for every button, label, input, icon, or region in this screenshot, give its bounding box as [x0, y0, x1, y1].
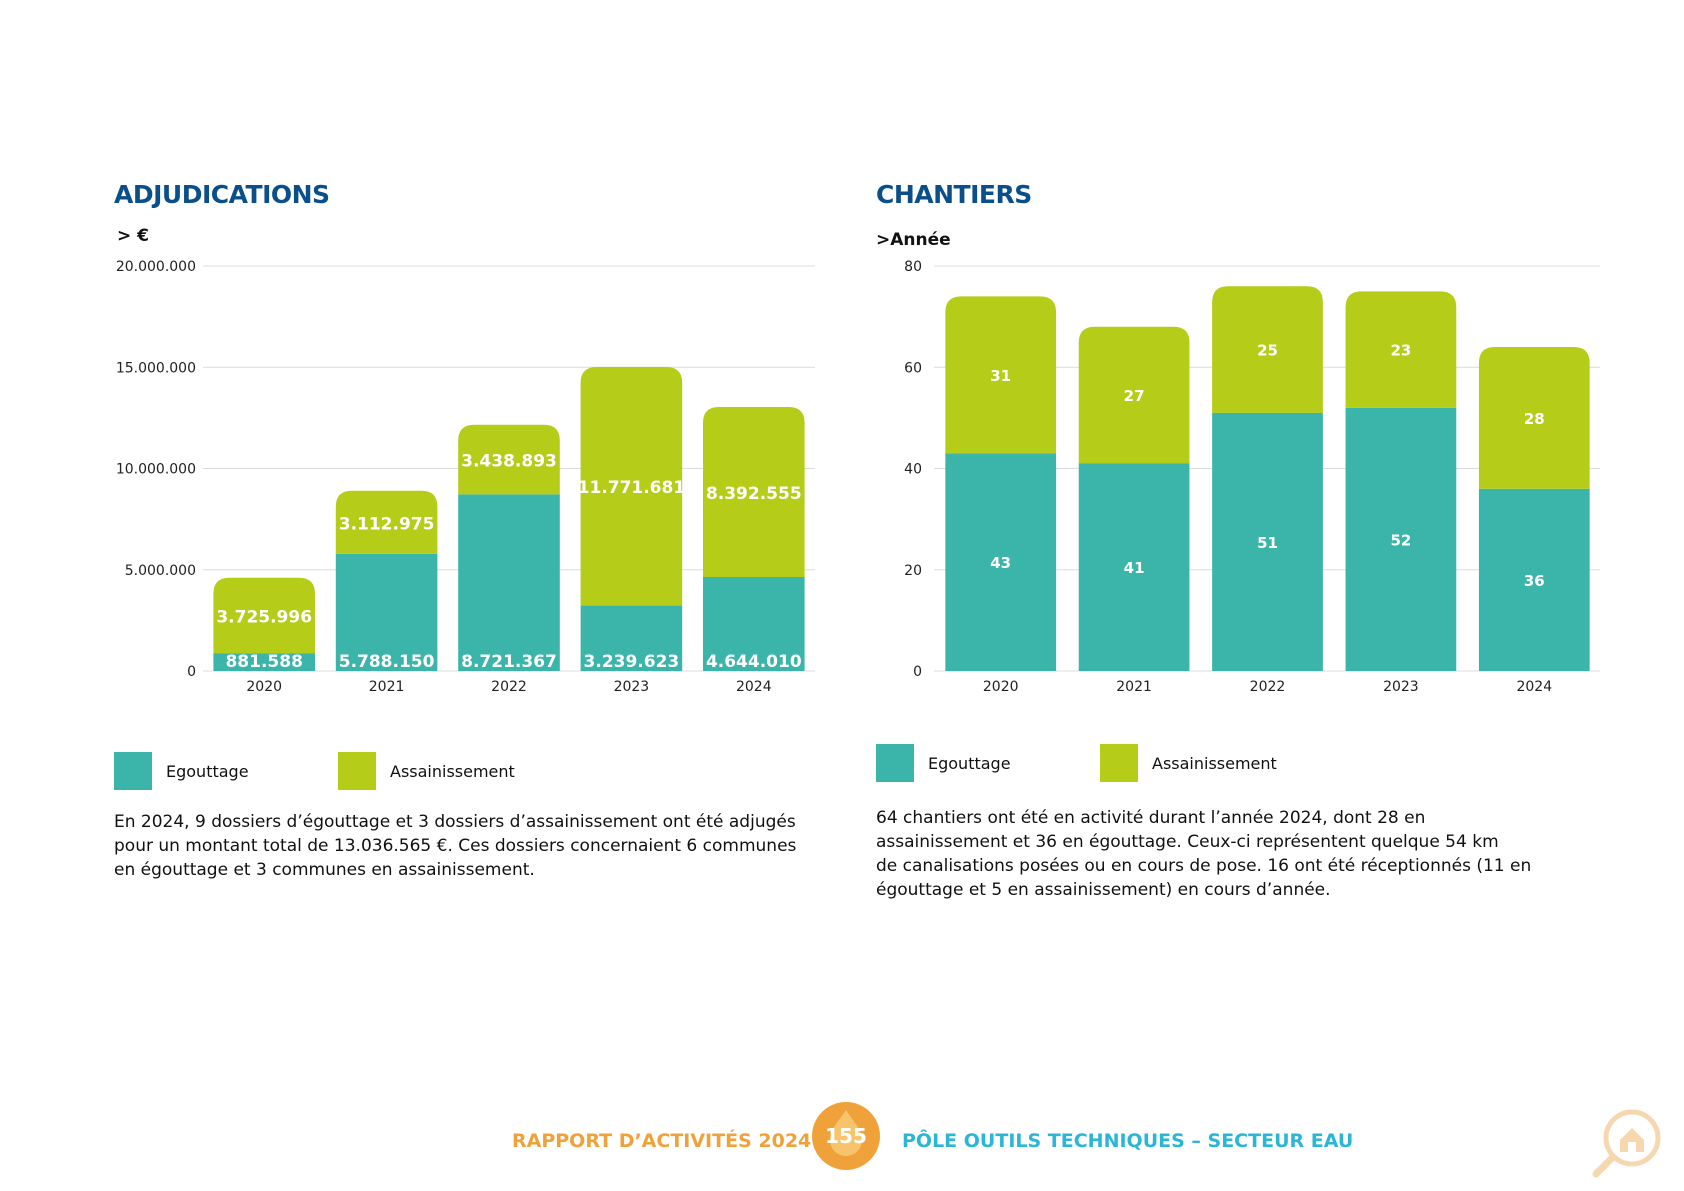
data-label: 3.239.623: [584, 652, 680, 672]
y-tick-label: 15.000.000: [116, 360, 196, 376]
y-tick-label: 40: [904, 462, 922, 478]
bar-segment-assainissement: [1345, 291, 1457, 408]
bar-segment-egouttage: [458, 494, 560, 671]
legend-label-assainissement: Assainissement: [390, 761, 515, 781]
bar-segment-egouttage: [1345, 407, 1457, 671]
data-label: 5.788.150: [339, 652, 435, 672]
chart-chantiers: 0 20 40 60 80 43 31 2020 41 27 2021 51 25 2022 52 23 202…: [904, 259, 1600, 695]
data-label: 3.112.975: [339, 514, 435, 534]
description-line: pour un montant total de 13.036.565 €. C…: [114, 836, 797, 856]
bar-segment-assainissement: [213, 577, 315, 654]
legend-egouttage: Egouttage: [876, 744, 1011, 782]
data-label: 3.725.996: [216, 607, 312, 627]
data-label: 27: [1124, 387, 1145, 405]
page-number-badge: 155: [812, 1102, 880, 1170]
x-tick-label: 2024: [736, 679, 772, 695]
data-label: 25: [1257, 342, 1278, 360]
description-line: En 2024, 9 dossiers d’égouttage et 3 dos…: [114, 812, 796, 832]
description-chantiers: 64 chantiers ont été en activité durant …: [876, 806, 1531, 902]
data-label: 11.771.681: [578, 478, 686, 498]
footer-report-text: RAPPORT D’ACTIVITÉS 20: [512, 1130, 785, 1152]
bar-segment-egouttage: [1478, 488, 1590, 671]
data-label: 52: [1390, 531, 1411, 549]
data-label: 23: [1390, 342, 1411, 360]
x-tick-label: 2020: [983, 679, 1019, 695]
x-tick-label: 2021: [369, 679, 405, 695]
description-line: 64 chantiers ont été en activité durant …: [876, 808, 1426, 828]
bar-segment-assainissement: [1078, 326, 1190, 464]
data-label: 28: [1524, 410, 1545, 428]
legend-assainissement: Assainissement: [338, 752, 515, 790]
y-tick-label: 20.000.000: [116, 259, 196, 275]
bar-segment-egouttage: [703, 576, 805, 671]
data-label: 43: [990, 554, 1011, 572]
data-label: 3.438.893: [461, 452, 557, 472]
legend-egouttage: Egouttage: [114, 752, 249, 790]
footer-section-title: PÔLE OUTILS TECHNIQUES – SECTEUR EAU: [902, 1130, 1354, 1152]
bar-segment-assainissement: [1478, 347, 1590, 489]
unit-label-annee: >Année: [876, 230, 951, 250]
data-label: 8.721.367: [461, 652, 557, 672]
bar-segment-assainissement: [945, 296, 1057, 454]
chart-title-adjudications: ADJUDICATIONS: [114, 180, 330, 209]
y-tick-label: 5.000.000: [125, 563, 196, 579]
unit-label-euro: > €: [117, 226, 149, 246]
bar-segment-egouttage: [213, 653, 315, 671]
bar-segment-egouttage: [580, 605, 683, 671]
page-number: 155: [825, 1124, 867, 1148]
description-adjudications: En 2024, 9 dossiers d’égouttage et 3 dos…: [114, 810, 796, 882]
x-tick-label: 2023: [614, 679, 650, 695]
x-tick-label: 2022: [1250, 679, 1286, 695]
bar-segment-egouttage: [335, 553, 438, 671]
description-line: en égouttage et 3 communes en assainisse…: [114, 860, 535, 880]
data-label: 51: [1257, 534, 1278, 552]
footer-report-title: RAPPORT D’ACTIVITÉS 2024: [512, 1130, 811, 1152]
bar-segment-assainissement: [580, 367, 683, 606]
y-tick-label: 0: [913, 664, 922, 680]
description-line: de canalisations posées ou en cours de p…: [876, 856, 1532, 876]
data-label: 4.644.010: [706, 652, 802, 672]
legend-label-egouttage: Egouttage: [166, 761, 249, 781]
bar-segment-assainissement: [458, 424, 560, 495]
y-tick-label: 0: [187, 664, 196, 680]
bar-segment-assainissement: [335, 490, 438, 554]
bar-segment-egouttage: [1078, 463, 1190, 671]
data-label: 881.588: [225, 652, 302, 672]
legend-swatch-egouttage: [876, 744, 914, 782]
chart-title-chantiers: CHANTIERS: [876, 180, 1032, 209]
y-tick-label: 10.000.000: [116, 462, 196, 478]
legend-swatch-assainissement: [338, 752, 376, 790]
footer-report-year: 24: [784, 1130, 812, 1152]
description-line: assainissement et 36 en égouttage. Ceux-…: [876, 832, 1499, 852]
data-label: 41: [1124, 559, 1145, 577]
house-search-icon: [1592, 1109, 1661, 1178]
legend-label-egouttage: Egouttage: [928, 753, 1011, 773]
description-line: égouttage et 5 en assainissement) en cou…: [876, 880, 1331, 900]
data-label: 8.392.555: [706, 484, 802, 504]
x-tick-label: 2024: [1516, 679, 1552, 695]
legend-swatch-assainissement: [1100, 744, 1138, 782]
x-tick-label: 2021: [1116, 679, 1152, 695]
y-tick-label: 20: [904, 563, 922, 579]
chart-adjudications: 0 5.000.000 10.000.000 15.000.000 20.000.000…: [116, 259, 815, 695]
x-tick-label: 2020: [246, 679, 282, 695]
legend-assainissement: Assainissement: [1100, 744, 1277, 782]
bar-segment-assainissement: [1212, 286, 1323, 413]
data-label: 36: [1524, 572, 1545, 590]
y-tick-label: 60: [904, 360, 922, 376]
x-tick-label: 2022: [491, 679, 527, 695]
y-tick-label: 80: [904, 259, 922, 275]
legend-label-assainissement: Assainissement: [1152, 753, 1277, 773]
bar-segment-egouttage: [1212, 412, 1323, 671]
x-tick-label: 2023: [1383, 679, 1419, 695]
drop-icon: [830, 1110, 862, 1156]
bar-segment-egouttage: [945, 453, 1057, 671]
data-label: 31: [990, 367, 1011, 385]
legend-swatch-egouttage: [114, 752, 152, 790]
bar-segment-assainissement: [703, 407, 805, 577]
